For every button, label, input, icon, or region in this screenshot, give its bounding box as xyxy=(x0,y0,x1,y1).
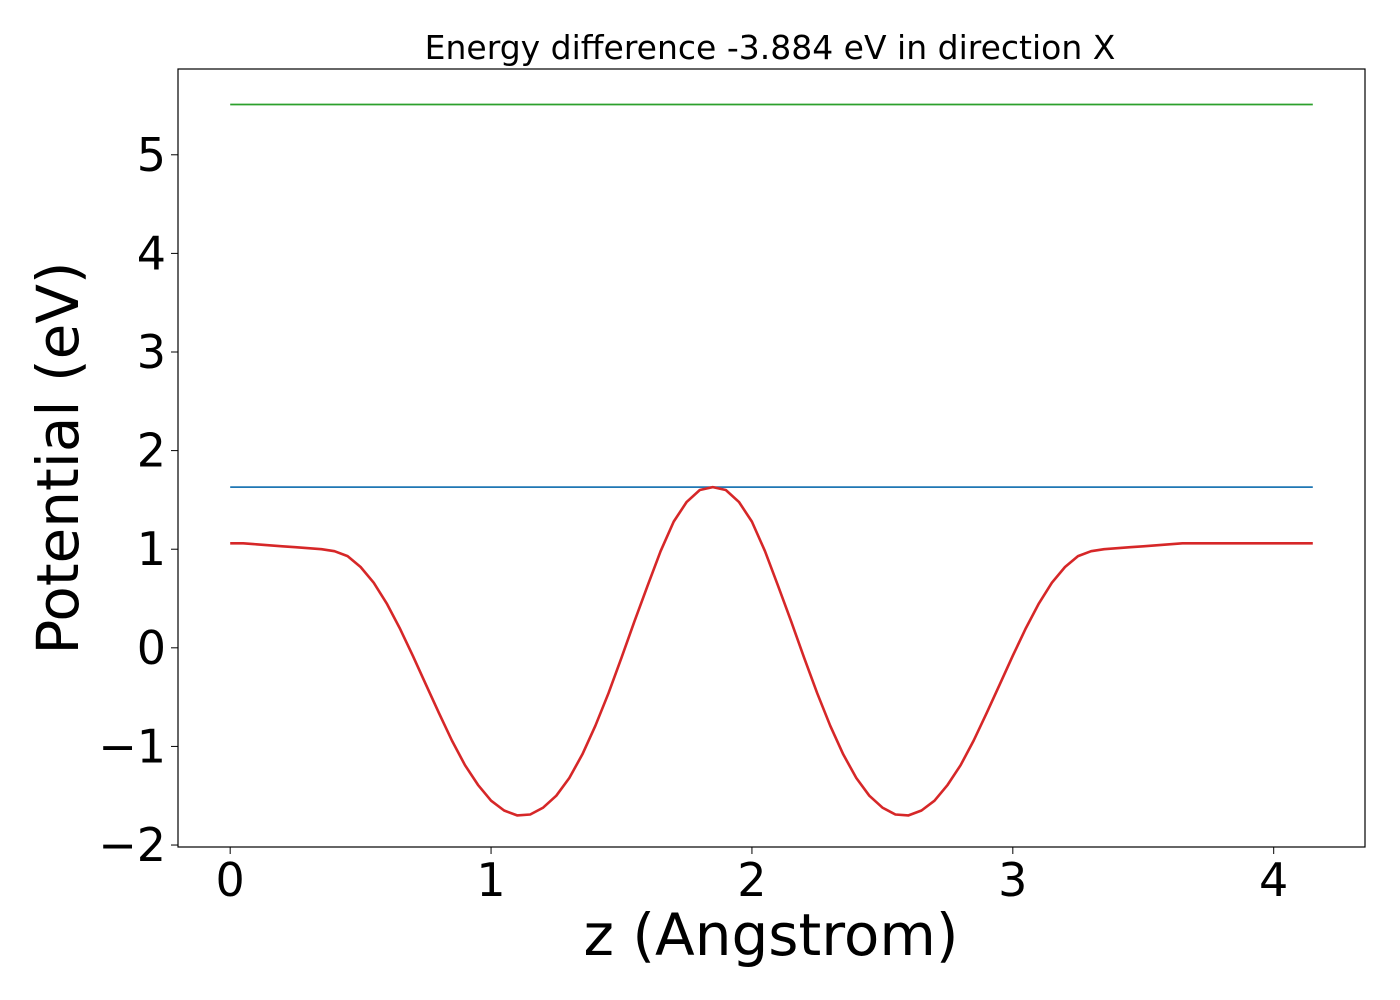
y-tick-label: 5 xyxy=(137,128,166,182)
x-tick-label: 1 xyxy=(476,853,505,907)
plot-area xyxy=(230,103,1313,817)
plot-frame xyxy=(177,68,1366,848)
y-tick-label: 1 xyxy=(137,522,166,576)
y-tick-label: 4 xyxy=(137,226,166,280)
y-tick-label: −2 xyxy=(98,818,166,872)
y-tick-label: 2 xyxy=(137,424,166,478)
x-tick-label: 3 xyxy=(998,853,1027,907)
y-tick-label: 0 xyxy=(137,621,166,675)
x-tick-label: 0 xyxy=(216,853,245,907)
x-axis-label: z (Angstrom) xyxy=(584,901,959,969)
x-tick-label: 4 xyxy=(1259,853,1288,907)
x-tick-label: 2 xyxy=(737,853,766,907)
y-tick-label: 3 xyxy=(137,325,166,379)
series-line-3 xyxy=(230,485,1313,817)
chart-title: Energy difference -3.884 eV in direction… xyxy=(425,28,1116,67)
y-axis-label: Potential (eV) xyxy=(24,261,92,654)
y-tick-label: −1 xyxy=(98,719,166,773)
axis-ticks: 0 1 2 3 4 −2 −1 0 1 2 3 4 5 xyxy=(98,128,1288,907)
